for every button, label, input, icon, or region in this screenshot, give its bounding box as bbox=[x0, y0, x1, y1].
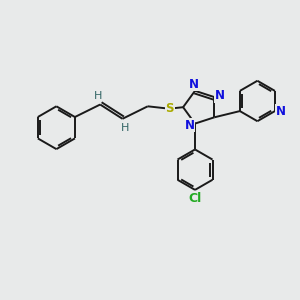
Text: Cl: Cl bbox=[188, 192, 202, 205]
Text: H: H bbox=[121, 123, 129, 133]
Text: N: N bbox=[185, 118, 195, 132]
Text: N: N bbox=[276, 105, 286, 118]
Text: N: N bbox=[188, 78, 199, 91]
Text: N: N bbox=[214, 89, 225, 102]
Text: H: H bbox=[94, 91, 102, 100]
Text: S: S bbox=[166, 102, 174, 115]
